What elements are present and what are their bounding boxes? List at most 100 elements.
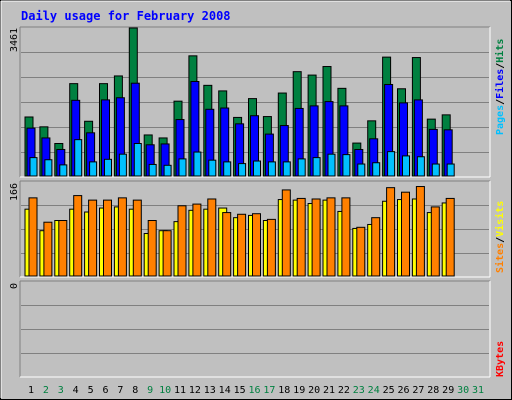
- pages-bar-day-1: [29, 157, 38, 177]
- pages-bar-day-11: [178, 158, 187, 177]
- chart-title: Daily usage for February 2008: [21, 9, 231, 23]
- legend-hits: Pages/Files/Hits: [494, 39, 506, 135]
- panel-hits-bars: [24, 27, 455, 177]
- x-tick-label-16: 16: [248, 385, 260, 396]
- x-tick-label-17: 17: [263, 385, 275, 396]
- panel-visits: [19, 180, 491, 278]
- x-tick-label-30: 30: [457, 385, 469, 396]
- x-tick-label-20: 20: [308, 385, 320, 396]
- pages-bar-day-25: [387, 151, 396, 177]
- y-max-label-kbytes: 0: [9, 283, 20, 289]
- x-tick-label-12: 12: [189, 385, 201, 396]
- x-tick-label-21: 21: [323, 385, 335, 396]
- pages-bar-day-6: [104, 158, 112, 177]
- panel-hits: [19, 26, 491, 178]
- pages-bar-day-2: [44, 159, 53, 177]
- pages-bar-day-21: [327, 153, 336, 177]
- x-tick-label-4: 4: [73, 385, 79, 396]
- pages-bar-day-28: [431, 163, 440, 177]
- pages-bar-day-22: [342, 154, 351, 177]
- sites-bar-day-6: [103, 199, 112, 277]
- pages-bar-day-24: [372, 162, 381, 177]
- sites-bar-day-21: [326, 197, 336, 277]
- pages-bar-day-7: [118, 153, 127, 177]
- legend-files: Files: [494, 69, 506, 99]
- sites-bar-day-14: [222, 212, 232, 277]
- sites-bar-day-2: [43, 221, 53, 277]
- x-tick-label-1: 1: [28, 385, 34, 396]
- pages-bar-day-3: [59, 164, 68, 177]
- legend-sep-1: /: [495, 99, 506, 105]
- pages-bar-day-23: [357, 163, 366, 177]
- x-tick-label-22: 22: [338, 385, 350, 396]
- pages-bar-day-13: [208, 159, 217, 177]
- legend-visits: Sites/Visits: [494, 201, 506, 273]
- sites-bar-day-19: [296, 197, 306, 277]
- x-tick-label-26: 26: [397, 385, 409, 396]
- x-tick-label-29: 29: [442, 385, 454, 396]
- sites-bar-day-15: [237, 213, 247, 277]
- pages-bar-day-19: [297, 158, 306, 177]
- y-max-label-hits: 3461: [9, 28, 20, 52]
- sites-bar-day-13: [207, 198, 217, 277]
- sites-bar-day-17: [266, 218, 276, 277]
- x-tick-label-31: 31: [472, 385, 484, 396]
- x-tick-label-23: 23: [353, 385, 365, 396]
- pages-bar-day-8: [133, 143, 142, 177]
- x-tick-label-7: 7: [117, 385, 123, 396]
- sites-bar-day-22: [341, 197, 351, 277]
- pages-bar-day-29: [446, 163, 455, 177]
- sites-bar-day-23: [356, 226, 366, 277]
- pages-bar-day-14: [223, 161, 232, 177]
- sites-bar-day-25: [386, 187, 396, 277]
- y-max-label-visits: 166: [9, 183, 20, 201]
- x-tick-label-15: 15: [234, 385, 246, 396]
- x-tick-label-9: 9: [147, 385, 153, 396]
- x-tick-label-3: 3: [58, 385, 64, 396]
- sites-bar-day-20: [311, 198, 321, 277]
- pages-bar-day-16: [253, 160, 261, 177]
- x-tick-label-27: 27: [412, 385, 424, 396]
- sites-bar-day-16: [252, 213, 261, 277]
- x-tick-label-13: 13: [204, 385, 216, 396]
- x-tick-label-28: 28: [427, 385, 439, 396]
- x-tick-label-6: 6: [102, 385, 108, 396]
- pages-bar-day-15: [238, 163, 247, 177]
- sites-bar-day-29: [445, 197, 455, 277]
- x-tick-label-25: 25: [383, 385, 395, 396]
- pages-bar-day-5: [89, 161, 98, 177]
- x-tick-label-14: 14: [219, 385, 231, 396]
- panel-visits-bars: [24, 186, 455, 277]
- x-tick-label-2: 2: [43, 385, 49, 396]
- legend-visits-label: Visits: [494, 201, 506, 237]
- sites-bar-day-9: [147, 220, 157, 277]
- legend-kbytes: KBytes: [495, 341, 506, 377]
- x-tick-label-10: 10: [159, 385, 171, 396]
- pages-bar-day-20: [312, 157, 321, 177]
- pages-bar-day-17: [267, 161, 276, 177]
- x-tick-label-19: 19: [293, 385, 305, 396]
- sites-bar-day-24: [371, 217, 381, 277]
- sites-bar-day-27: [415, 186, 425, 277]
- sites-bar-day-7: [117, 197, 127, 277]
- pages-bar-day-10: [163, 164, 172, 177]
- panel-kbytes: [19, 280, 491, 378]
- pages-bar-day-9: [148, 163, 157, 177]
- sites-bar-day-28: [430, 206, 440, 277]
- x-tick-label-5: 5: [88, 385, 94, 396]
- x-tick-label-11: 11: [174, 385, 186, 396]
- legend-hits-label: Hits: [494, 39, 506, 63]
- legend-sep-3: /: [495, 237, 506, 243]
- pages-bar-day-18: [282, 161, 291, 177]
- x-axis-labels: 1 2 3 4 5 6 7 8 9 10 11 12 13 14 15 16 17 18 19 20 21 22 23 24 2…: [28, 385, 484, 396]
- pages-bar-day-12: [193, 151, 202, 177]
- sites-bar-day-12: [192, 203, 202, 277]
- sites-bar-day-10: [162, 230, 172, 277]
- sites-bar-day-3: [58, 220, 68, 277]
- sites-bar-day-1: [28, 197, 38, 277]
- sites-bar-day-18: [281, 189, 291, 277]
- sites-bar-day-4: [73, 195, 83, 277]
- sites-bar-day-11: [177, 205, 187, 277]
- x-tick-label-18: 18: [278, 385, 290, 396]
